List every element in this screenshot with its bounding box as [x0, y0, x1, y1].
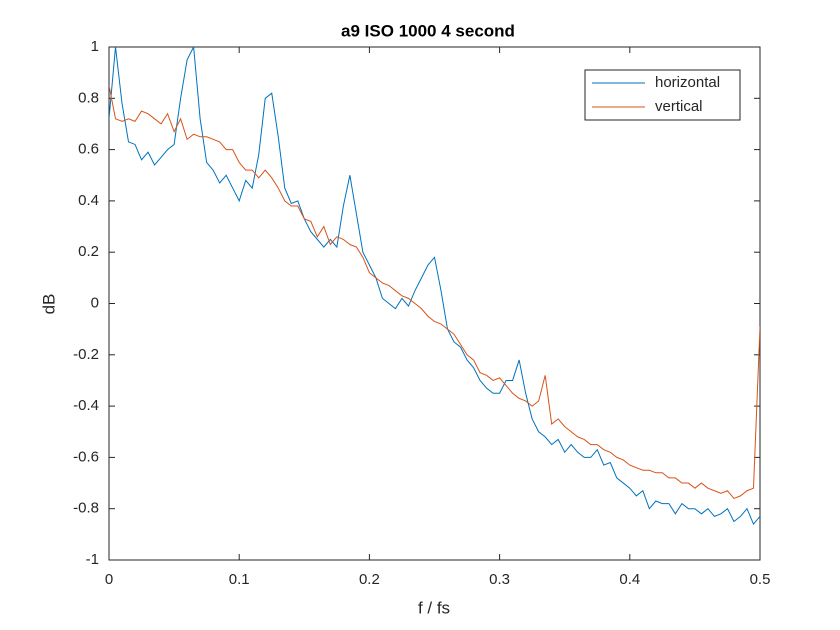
x-tick-label: 0.5	[750, 571, 771, 588]
chart-title: a9 ISO 1000 4 second	[341, 21, 515, 40]
x-tick-label: 0.3	[489, 571, 510, 588]
y-tick-label: -0.4	[73, 397, 99, 414]
y-tick-label: 1	[91, 38, 99, 55]
y-tick-label: 0	[91, 294, 99, 311]
x-axis-label: f / fs	[418, 598, 450, 617]
legend-label: vertical	[655, 98, 703, 115]
y-tick-label: -0.8	[73, 500, 99, 517]
x-tick-label: 0	[105, 571, 113, 588]
data-line	[109, 85, 760, 500]
y-tick-label: 0.6	[78, 141, 99, 158]
y-tick-label: -0.2	[73, 346, 99, 363]
y-tick-label: 0.8	[78, 89, 99, 106]
legend-label: horizontal	[655, 74, 720, 91]
y-tick-label: -1	[86, 551, 99, 568]
plot-area	[108, 46, 761, 561]
y-tick-label: 0.2	[78, 243, 99, 260]
y-tick-label: -0.6	[73, 448, 99, 465]
x-tick-label: 0.1	[229, 571, 250, 588]
y-axis-label: dB	[39, 294, 58, 315]
y-tick-label: 0.4	[78, 192, 99, 209]
x-tick-label: 0.2	[359, 571, 380, 588]
legend-box	[584, 69, 741, 121]
data-line	[109, 47, 760, 526]
x-tick-label: 0.4	[619, 571, 640, 588]
